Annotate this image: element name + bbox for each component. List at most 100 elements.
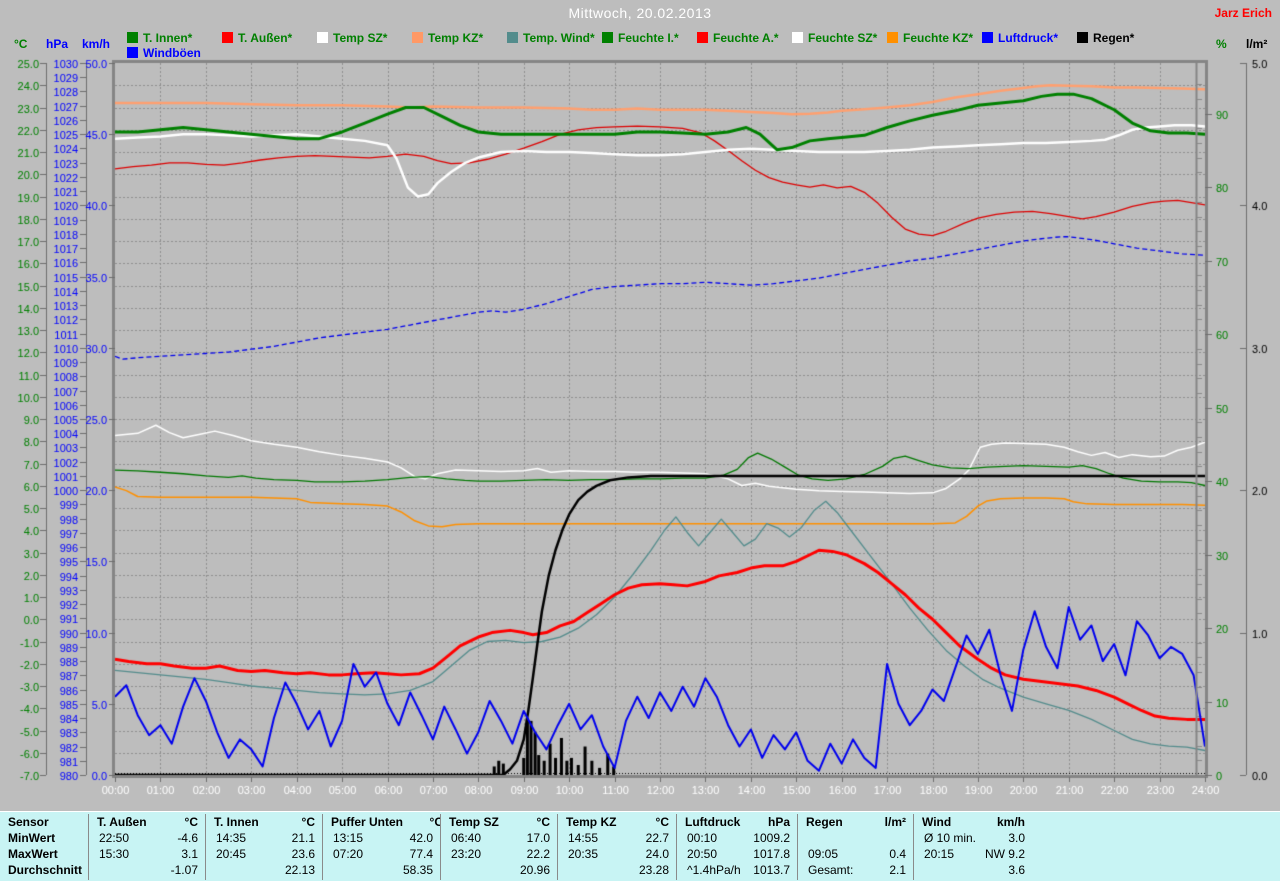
- axis-unit-liter-m2: l/m²: [1246, 37, 1268, 51]
- legend-item: Temp. Wind*: [507, 30, 595, 45]
- legend-item-label: Feuchte KZ*: [903, 30, 974, 45]
- table-sensor-group: Temp KZ °C 14:55 22.7 20:35 24.0 23.28: [557, 814, 676, 880]
- sensor-name: Temp SZ: [449, 815, 499, 829]
- cell-time: [206, 862, 275, 878]
- table-row: 20:35 24.0: [558, 846, 676, 862]
- cell-value: 24.0: [645, 847, 669, 861]
- cell-time: [914, 862, 985, 878]
- cell-time: [798, 830, 866, 846]
- legend-item: Windböen: [127, 45, 201, 60]
- series-color-swatch-icon: [602, 32, 613, 43]
- axis-unit-kmh: km/h: [82, 37, 111, 51]
- table-row: ^1.4hPa/h 1013.7: [677, 862, 797, 878]
- table-row-label: MaxWert: [8, 847, 58, 861]
- table-sensor-header: T. Innen °C: [206, 814, 322, 830]
- cell-value: -1.07: [170, 863, 198, 877]
- cell-value: [866, 830, 913, 846]
- legend-item-label: Temp. Wind*: [523, 30, 595, 45]
- cell-time: 00:10: [687, 831, 718, 845]
- table-row-label: Durchschnitt: [8, 863, 83, 877]
- table-row: 22:50 -4.6: [89, 830, 205, 846]
- table-row: [798, 830, 913, 846]
- sensor-name: Luftdruck: [685, 815, 741, 829]
- statistics-table: Sensor MinWert MaxWert Durchschnitt T. Außen…: [0, 811, 1280, 881]
- cell-time: 23:20: [451, 847, 482, 861]
- table-row: 20:15 NW 9.2: [914, 846, 1032, 862]
- legend-item: Regen*: [1077, 30, 1135, 45]
- cell-value: 0.4: [889, 847, 906, 861]
- series-color-swatch-icon: [127, 47, 138, 58]
- table-row: 06:40 17.0: [441, 830, 557, 846]
- table-row: 3.6: [914, 862, 1032, 878]
- legend-item-label: T. Außen*: [238, 30, 293, 45]
- sensor-unit: °C: [536, 815, 550, 829]
- table-sensor-header: T. Außen °C: [89, 814, 205, 830]
- cell-time: ^1.4hPa/h: [687, 863, 741, 877]
- series-color-swatch-icon: [792, 32, 803, 43]
- series-color-swatch-icon: [127, 32, 138, 43]
- cell-time: 07:20: [333, 847, 364, 861]
- table-sensor-header: Temp KZ °C: [558, 814, 676, 830]
- legend-item-label: Feuchte A.*: [713, 30, 779, 45]
- sensor-unit: hPa: [767, 815, 790, 829]
- series-color-swatch-icon: [982, 32, 993, 43]
- cell-value: 58.35: [402, 863, 433, 877]
- cell-time: [323, 862, 393, 878]
- cell-time: Ø 10 min.: [924, 831, 977, 845]
- table-row: 00:10 1009.2: [677, 830, 797, 846]
- legend-item: Feuchte I.*: [602, 31, 679, 45]
- legend-item: Feuchte KZ*: [887, 30, 974, 45]
- axis-unit-percent: %: [1216, 37, 1227, 51]
- table-row: 20:50 1017.8: [677, 846, 797, 862]
- table-row: 20:45 23.6: [206, 846, 322, 862]
- table-sensor-group: Regen l/m² 09:05 0.4 Gesamt: 2.1: [797, 814, 913, 880]
- table-sensor-header: Puffer Unten °C: [323, 814, 440, 830]
- table-row: 13:15 42.0: [323, 830, 440, 846]
- sensor-unit: l/m²: [884, 815, 906, 829]
- cell-value: 42.0: [409, 831, 433, 845]
- axis-unit-hpa: hPa: [46, 37, 69, 51]
- series-color-swatch-icon: [507, 32, 518, 43]
- table-row: 15:30 3.1: [89, 846, 205, 862]
- series-color-swatch-icon: [887, 32, 898, 43]
- table-row: 14:55 22.7: [558, 830, 676, 846]
- sensor-name: Puffer Unten: [331, 815, 403, 829]
- table-row: 23.28: [558, 862, 676, 878]
- cell-time: 22:50: [99, 831, 130, 845]
- table-row: 23:20 22.2: [441, 846, 557, 862]
- sensor-unit: °C: [301, 815, 315, 829]
- table-row: 20.96: [441, 862, 557, 878]
- legend-item-label: Regen*: [1093, 30, 1135, 45]
- cell-value: 23.6: [291, 847, 315, 861]
- cell-time: 20:45: [216, 847, 247, 861]
- table-sensor-group: Temp SZ °C 06:40 17.0 23:20 22.2 20.96: [440, 814, 557, 880]
- cell-value: 1013.7: [753, 863, 790, 877]
- legend-item: Temp SZ*: [317, 31, 387, 45]
- series-color-swatch-icon: [222, 32, 233, 43]
- table-row: -1.07: [89, 862, 205, 878]
- cell-time: 14:35: [216, 831, 247, 845]
- table-sensor-group: Puffer Unten °C 13:15 42.0 07:20 77.4 58.35: [322, 814, 440, 880]
- sensor-name: Wind: [922, 815, 952, 829]
- legend-item: Feuchte A.*: [697, 30, 779, 45]
- cell-time: 06:40: [451, 831, 482, 845]
- legend-item-label: Luftdruck*: [998, 30, 1058, 45]
- legend-item: Feuchte SZ*: [792, 30, 878, 45]
- legend-item-label: Windböen: [143, 45, 201, 60]
- cell-time: 14:55: [568, 831, 599, 845]
- legend-item-label: Feuchte SZ*: [808, 30, 878, 45]
- cell-time: [89, 862, 158, 878]
- sensor-unit: °C: [655, 815, 669, 829]
- sensor-name: Regen: [806, 815, 843, 829]
- legend-item: Temp KZ*: [412, 31, 483, 45]
- sensor-unit: °C: [429, 815, 440, 829]
- cell-value: 77.4: [409, 847, 433, 861]
- cell-value: 22.13: [284, 863, 315, 877]
- cell-value: 2.1: [889, 863, 906, 877]
- cell-value: -4.6: [177, 831, 198, 845]
- cell-time: 20:15: [924, 847, 955, 861]
- cell-time: 20:35: [568, 847, 599, 861]
- legend-item: T. Innen*: [127, 30, 193, 45]
- legend-item-label: T. Innen*: [143, 30, 193, 45]
- cell-value: 23.28: [638, 863, 669, 877]
